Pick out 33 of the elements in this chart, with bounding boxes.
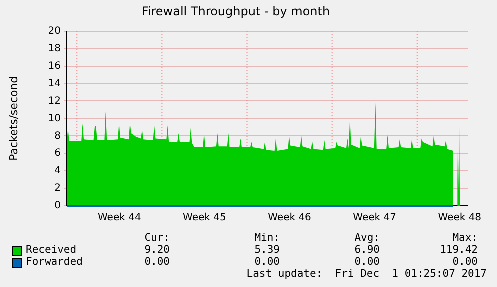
y-tick-label: 10 (48, 113, 61, 124)
y-tick-label: 12 (48, 96, 61, 107)
x-tick-label: Week 48 (438, 212, 482, 224)
x-tick-label: Week 45 (183, 212, 226, 224)
y-tick-label: 4 (54, 166, 61, 177)
text: 0.00 (452, 256, 478, 268)
x-tick-label: Week 46 (268, 212, 312, 224)
y-tick-label: 8 (54, 130, 61, 142)
y-tick-label: 2 (54, 183, 61, 194)
legend-label: Forwarded (26, 256, 83, 268)
text: 0.00 (254, 256, 280, 268)
y-tick-label: 18 (48, 43, 61, 54)
x-tick-label: Week 47 (353, 212, 396, 224)
y-tick-label: 16 (48, 60, 61, 72)
y-tick-label: 14 (48, 78, 61, 90)
y-tick-label: 0 (54, 200, 61, 212)
text: 0.00 (354, 256, 380, 268)
chart-title: Firewall Throughput - by month (142, 4, 330, 18)
text: 0.00 (144, 256, 170, 268)
text: 5.39 (254, 244, 280, 256)
text: 119.42 (439, 244, 478, 256)
text: Max: (452, 232, 478, 244)
legend-label: Received (26, 244, 77, 256)
text: 6.90 (354, 244, 380, 256)
text: 9.20 (144, 244, 170, 256)
y-tick-label: 6 (54, 148, 61, 160)
text: Last update: Fri Dec 1 01:25:07 2017 (246, 268, 487, 280)
x-tick-label: Week 44 (98, 212, 142, 224)
text: Cur: (144, 232, 170, 244)
text: Avg: (354, 232, 380, 244)
y-axis-title: Packets/second (7, 76, 20, 162)
text: Min: (254, 232, 280, 244)
y-tick-label: 20 (48, 26, 61, 37)
